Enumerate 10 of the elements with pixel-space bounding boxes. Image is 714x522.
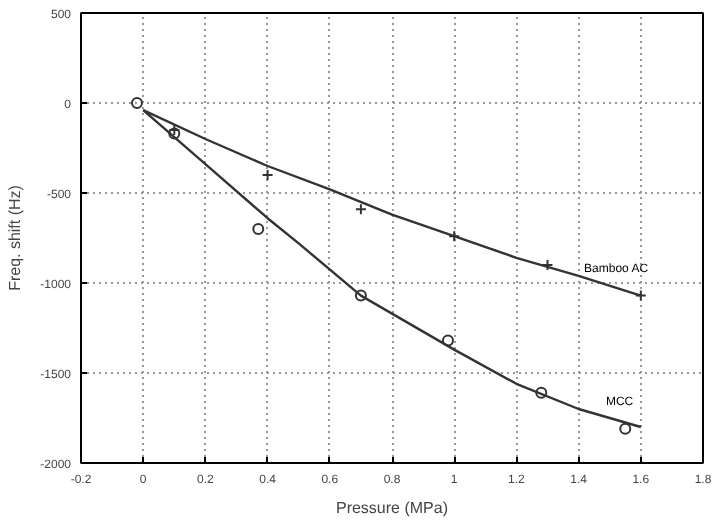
point xyxy=(441,334,454,347)
point xyxy=(619,422,632,435)
point xyxy=(354,289,367,302)
x-axis-title: Pressure (MPa) xyxy=(335,499,449,517)
point xyxy=(252,223,265,235)
y-axis-title: Freq. shift (Hz) xyxy=(6,184,25,291)
point xyxy=(535,386,548,399)
point xyxy=(354,203,367,216)
point xyxy=(130,97,143,109)
point xyxy=(168,127,181,140)
